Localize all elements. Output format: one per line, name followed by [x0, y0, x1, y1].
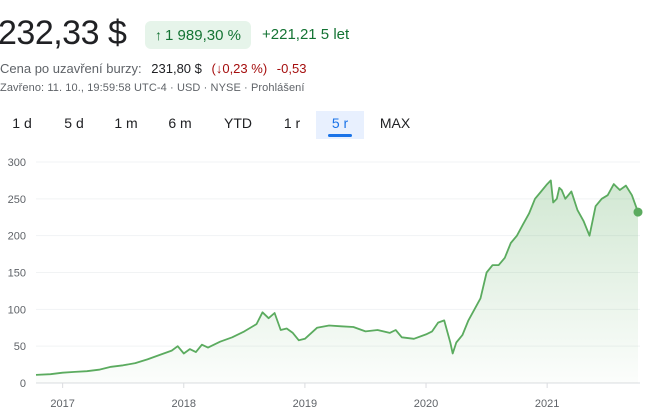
- tab-6m[interactable]: 6 m: [168, 115, 192, 131]
- x-tick-label: 2017: [50, 398, 74, 410]
- paren-open: (: [211, 61, 216, 76]
- x-tick-label: 2021: [535, 398, 559, 410]
- x-tick-label: 2020: [414, 398, 438, 410]
- change-absolute-period: +221,21 5 let: [262, 26, 350, 43]
- after-hours-row: Cena po uzavření burzy: 231,80 $ (↓0,23 …: [0, 61, 306, 76]
- x-tick-label: 2019: [293, 398, 317, 410]
- tab-5d[interactable]: 5 d: [64, 115, 84, 131]
- y-tick-label: 100: [8, 304, 26, 316]
- tab-1r[interactable]: 1 r: [283, 115, 301, 131]
- tab-5r[interactable]: 5 r: [316, 111, 364, 139]
- arrow-up-icon: ↑: [155, 27, 163, 43]
- after-hours-abs: -0,53: [276, 61, 307, 76]
- y-tick-label: 150: [8, 268, 26, 280]
- tab-1m[interactable]: 1 m: [114, 115, 138, 131]
- tab-1d[interactable]: 1 d: [12, 115, 32, 131]
- meta-line: Zavřeno: 11. 10., 19:59:58 UTC-4 · USD ·…: [0, 82, 305, 94]
- paren-close: ): [262, 61, 268, 76]
- after-hours-label: Cena po uzavření burzy:: [0, 61, 142, 76]
- arrow-down-icon: ↓: [215, 61, 223, 76]
- change-percent-chip: ↑ 1 989,30 %: [145, 21, 251, 49]
- price-area: [36, 180, 638, 383]
- y-tick-label: 0: [20, 378, 26, 390]
- x-tick-label: 2018: [172, 398, 196, 410]
- after-hours-value: 231,80 $: [151, 61, 202, 76]
- y-axis: 0 50 100 150 200 250 300: [8, 157, 26, 390]
- y-tick-label: 50: [14, 341, 26, 353]
- change-percent: 1 989,30 %: [165, 26, 241, 44]
- price-line: [35, 179, 639, 376]
- range-tabs: 1 d 5 d 1 m 6 m YTD 1 r 5 r MAX: [0, 111, 440, 139]
- y-tick-label: 200: [8, 231, 26, 243]
- price-chart[interactable]: 0 50 100 150 200 250 300 2017 2018 2019 2020 2021: [0, 150, 650, 415]
- y-tick-label: 250: [8, 194, 26, 206]
- x-axis: 2017 2018 2019 2020 2021: [50, 383, 559, 410]
- after-hours-percent: 0,23 %: [222, 61, 263, 76]
- y-tick-label: 300: [8, 157, 26, 169]
- price: 232,33 $: [0, 14, 127, 52]
- tab-max[interactable]: MAX: [379, 115, 411, 131]
- last-price-point: [633, 207, 643, 217]
- tab-ytd[interactable]: YTD: [224, 115, 252, 131]
